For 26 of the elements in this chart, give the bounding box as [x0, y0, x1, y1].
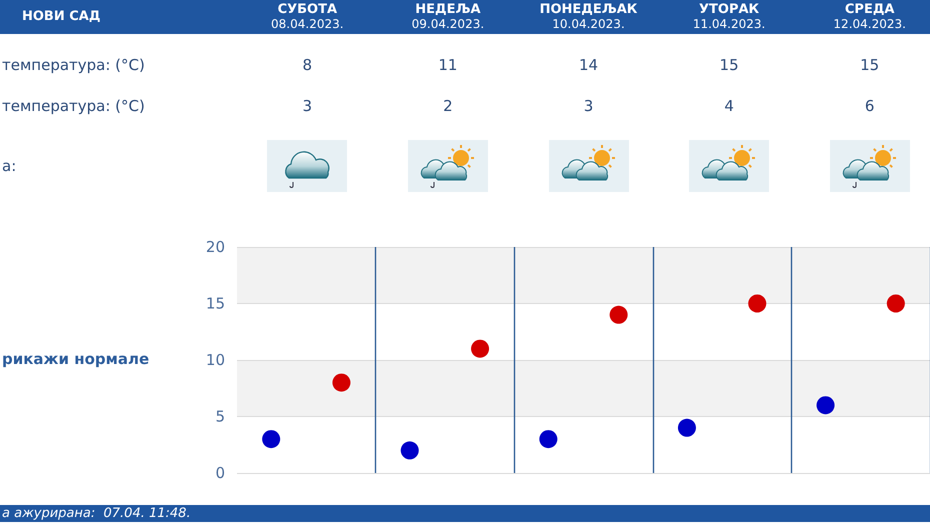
- data-label: 2: [443, 97, 453, 116]
- text: СУБОТА 08.04.2023.: [271, 2, 344, 32]
- text: рикажи нормале: [2, 350, 150, 368]
- data-label: 15: [720, 56, 739, 74]
- text: УТОРАК 11.04.2023.: [692, 2, 766, 32]
- data-label: 14: [578, 56, 598, 74]
- data-label: 8: [302, 56, 312, 74]
- text: НОВИ САД: [22, 9, 100, 25]
- text: а ажурирана: 07.04. 11:48.: [2, 505, 191, 522]
- y-tick-label: 15: [206, 294, 225, 312]
- text: температура: (°C): [2, 97, 145, 116]
- text: а:: [2, 157, 16, 176]
- data-label: 3: [302, 97, 312, 116]
- data-label: 4: [724, 97, 734, 116]
- data-label: 3: [584, 97, 594, 116]
- text: СРЕДА 12.04.2023.: [833, 2, 906, 32]
- y-tick-label: 20: [206, 238, 225, 256]
- y-tick-label: 10: [206, 351, 225, 369]
- text: НЕДЕЉА 09.04.2023.: [412, 2, 484, 32]
- data-label: 6: [864, 97, 874, 116]
- text: ПОНЕДЕЉАК 10.04.2023.: [540, 2, 638, 32]
- text: температура: (°C): [2, 56, 145, 74]
- data-label: 15: [860, 56, 880, 74]
- y-tick-label: 0: [215, 464, 225, 482]
- data-label: 11: [438, 56, 458, 74]
- y-tick-label: 5: [215, 408, 225, 426]
